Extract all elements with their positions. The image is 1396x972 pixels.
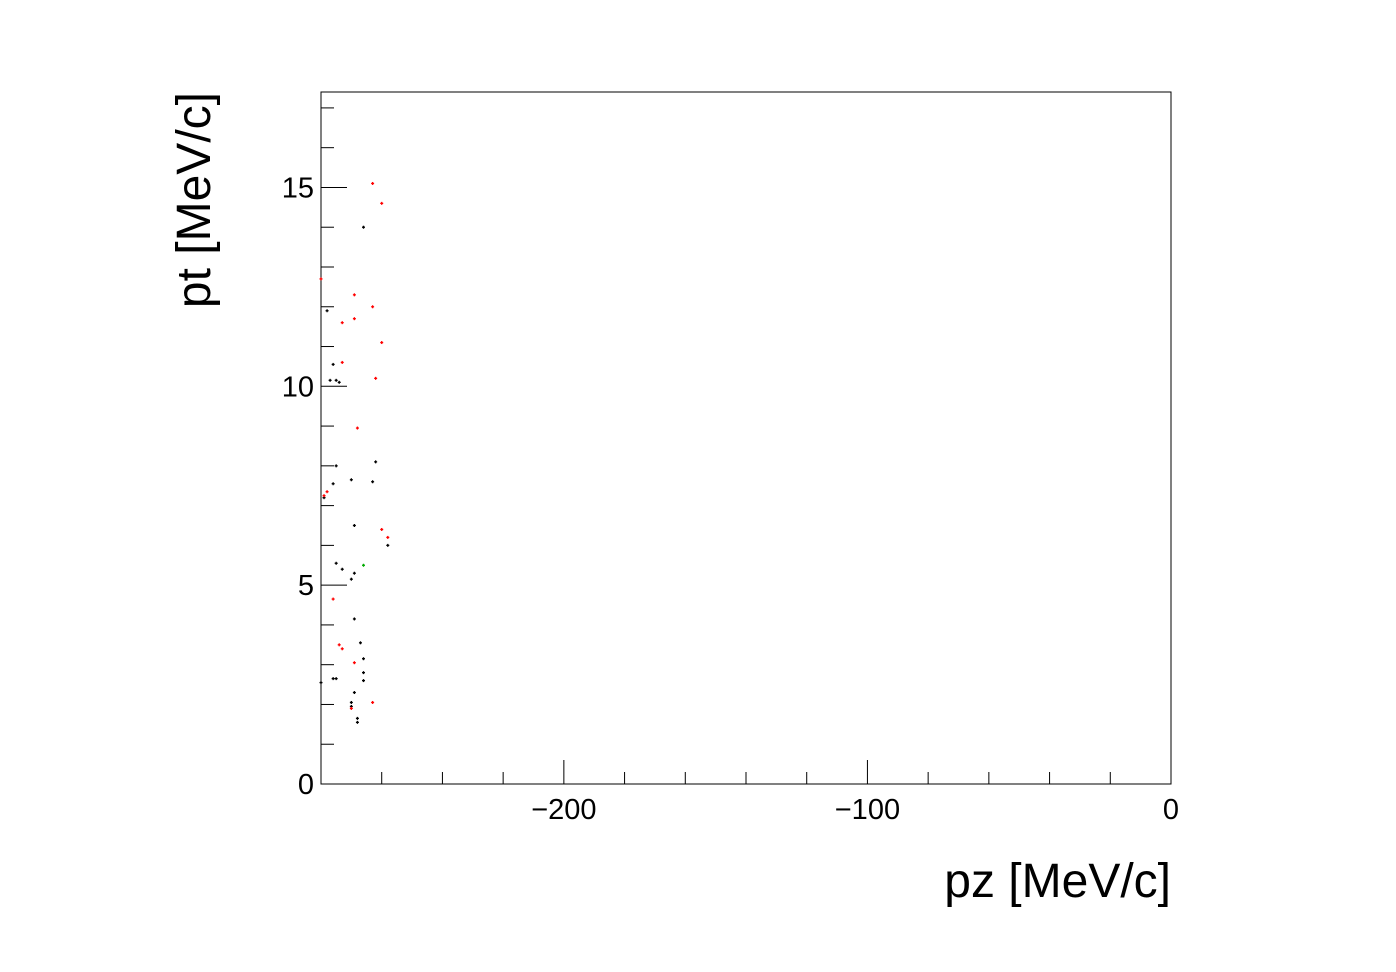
- data-point: [337, 643, 341, 647]
- x-tick-label: −100: [835, 794, 900, 826]
- data-point: [334, 677, 338, 681]
- data-point: [362, 563, 365, 567]
- data-point: [355, 716, 359, 720]
- major-ticks: [321, 186, 1172, 785]
- plot-frame: [320, 91, 1172, 785]
- data-points: [319, 181, 390, 724]
- x-tick-label: −200: [531, 794, 596, 826]
- data-point: [328, 378, 332, 382]
- data-point: [362, 225, 365, 229]
- y-axis-title: pt [MeV/c]: [168, 92, 221, 308]
- data-point: [371, 480, 375, 484]
- data-point: [334, 378, 338, 382]
- data-point: [362, 679, 365, 683]
- data-point: [380, 341, 384, 345]
- data-point: [380, 527, 384, 531]
- data-point: [352, 571, 356, 575]
- data-point: [325, 490, 329, 494]
- data-point: [355, 720, 359, 724]
- data-point: [349, 577, 353, 581]
- data-point: [334, 561, 338, 565]
- data-point: [325, 309, 329, 313]
- data-point: [362, 671, 365, 675]
- data-point: [319, 277, 323, 281]
- data-point: [331, 597, 335, 601]
- data-point: [374, 460, 378, 464]
- data-point: [334, 464, 338, 468]
- data-point: [352, 617, 356, 621]
- data-point: [371, 305, 375, 309]
- data-point: [374, 376, 378, 380]
- data-point: [386, 543, 390, 547]
- data-point: [355, 426, 359, 430]
- data-point: [331, 482, 335, 486]
- data-point: [340, 647, 344, 651]
- data-point: [349, 478, 353, 482]
- data-point: [386, 535, 390, 539]
- data-point: [371, 181, 375, 185]
- data-point: [362, 657, 365, 661]
- x-tick-label: 0: [1163, 794, 1179, 826]
- y-tick-label: 0: [298, 769, 314, 801]
- tick-labels: −200 −100 0 0 5 10 15: [282, 172, 1179, 826]
- x-axis-title: pz [MeV/c]: [944, 855, 1171, 908]
- data-point: [340, 321, 344, 325]
- data-point: [352, 691, 356, 695]
- data-point: [322, 494, 326, 498]
- data-point: [352, 293, 356, 297]
- data-point: [352, 317, 356, 321]
- data-point: [349, 706, 353, 710]
- data-point: [319, 681, 323, 685]
- data-point: [331, 677, 335, 681]
- data-point: [352, 523, 356, 527]
- y-tick-label: 5: [298, 570, 314, 602]
- data-point: [340, 360, 344, 364]
- data-point: [337, 380, 341, 384]
- data-point: [340, 567, 344, 571]
- data-point: [349, 700, 353, 704]
- data-point: [358, 641, 362, 645]
- minor-ticks: [321, 107, 1111, 784]
- data-point: [371, 700, 375, 704]
- data-point: [352, 661, 356, 665]
- y-tick-label: 15: [282, 172, 314, 204]
- data-point: [380, 201, 384, 205]
- data-point: [331, 362, 335, 366]
- y-tick-label: 10: [282, 371, 314, 403]
